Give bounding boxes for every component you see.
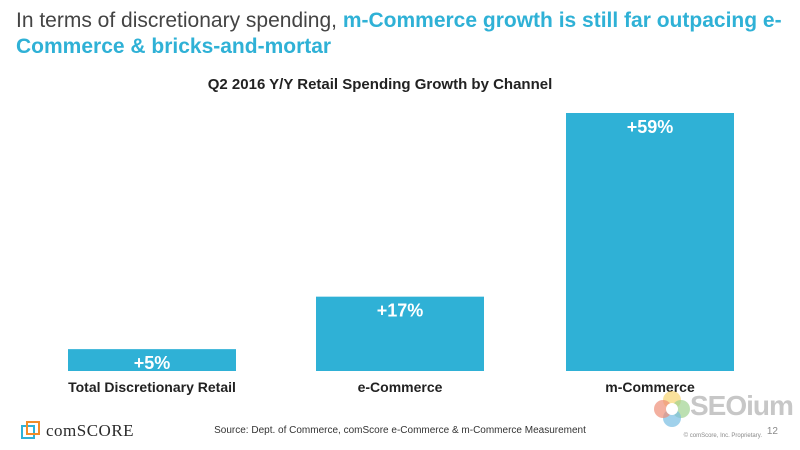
page-number: 12	[766, 426, 778, 437]
bar-2	[566, 113, 734, 371]
bar-value-label: +5%	[134, 353, 171, 373]
bar-value-label: +59%	[627, 117, 674, 137]
bar-value-label: +17%	[377, 301, 424, 321]
source-note: Source: Dept. of Commerce, comScore e-Co…	[214, 425, 586, 436]
bar-1	[316, 296, 484, 371]
category-label: Total Discretionary Retail	[68, 379, 236, 395]
headline: In terms of discretionary spending, m-Co…	[16, 8, 786, 60]
watermark-text: SEOium	[690, 390, 794, 421]
comscore-logo-text: comSCORE	[46, 421, 135, 440]
bar-0	[68, 349, 236, 371]
headline-prefix: In terms of discretionary spending,	[16, 9, 343, 32]
chart-title: Q2 2016 Y/Y Retail Spending Growth by Ch…	[207, 76, 553, 93]
category-label: m-Commerce	[605, 379, 695, 395]
seoium-watermark: SEOium	[652, 386, 794, 432]
category-label: e-Commerce	[358, 379, 443, 395]
headline-accent: m-Commerce growth is still far outpacing…	[16, 9, 782, 58]
watermark-flower-icon	[654, 391, 690, 427]
copyright-note: © comScore, Inc. Proprietary.	[683, 433, 762, 439]
comscore-logo-icon	[21, 421, 40, 439]
comscore-logo: comSCORE	[20, 420, 134, 442]
